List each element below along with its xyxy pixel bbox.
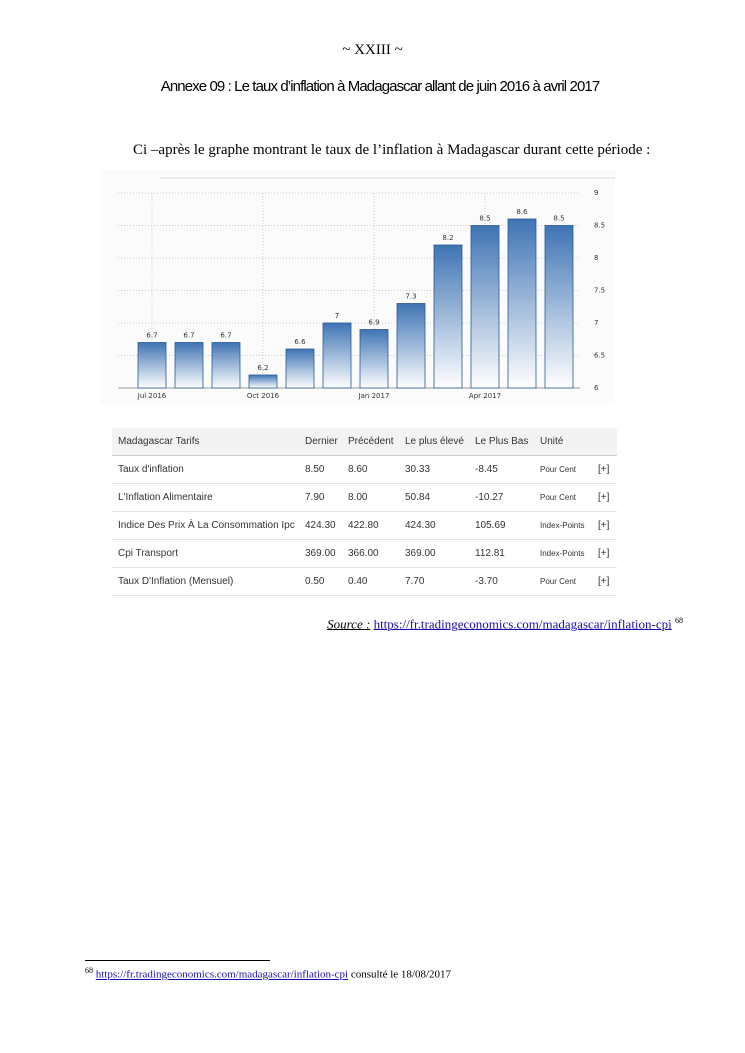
table-cell: 8.00 <box>348 492 368 503</box>
table-cell: Taux D'Inflation (Mensuel) <box>118 576 234 587</box>
data-label: 6.9 <box>368 319 379 327</box>
bar <box>211 342 241 389</box>
table-row: Taux D'Inflation (Mensuel) 0.50 0.40 7.70 -3… <box>112 568 617 596</box>
table-cell: 369.00 <box>305 548 336 559</box>
table-cell: Taux d'inflation <box>118 464 184 475</box>
footnote: 68 https://fr.tradingeconomics.com/madag… <box>85 966 451 981</box>
bar <box>248 374 278 389</box>
column-header: Unité <box>540 436 564 447</box>
y-tick-label: 6.5 <box>594 352 605 360</box>
y-tick-label: 7.5 <box>594 287 605 295</box>
table-cell: 105.69 <box>475 520 506 531</box>
table-cell: 0.50 <box>305 576 325 587</box>
table-cell: -8.45 <box>475 464 498 475</box>
data-table: Madagascar Tarifs Dernier Précédent Le plus… <box>112 428 617 596</box>
y-tick-label: 9 <box>594 189 598 197</box>
page-header: ~ XXIII ~ <box>342 42 403 58</box>
chart: 6 6.5 7 7.5 8 8.5 9 Jul 2016 Oct 2016 Jan 2017 Apr… <box>100 170 615 405</box>
footnote-number: 68 <box>85 966 93 975</box>
source-label: Source : <box>327 616 371 632</box>
table-cell: 8.60 <box>348 464 368 475</box>
bar <box>322 322 352 389</box>
bar <box>137 342 167 389</box>
x-tick-label: Jul 2016 <box>137 392 167 400</box>
data-label: 8.2 <box>442 234 453 242</box>
y-tick-label: 6 <box>594 384 599 392</box>
data-label: 6.7 <box>183 332 194 340</box>
table-row: L'Inflation Alimentaire 7.90 8.00 50.84 -10.… <box>112 484 617 512</box>
table-cell: 369.00 <box>405 548 436 559</box>
x-tick-label: Oct 2016 <box>247 392 280 400</box>
bar <box>544 225 574 389</box>
y-tick-label: 8 <box>594 254 598 262</box>
table-cell: 8.50 <box>305 464 325 475</box>
table-cell: 424.30 <box>405 520 436 531</box>
table-row: Indice Des Prix À La Consommation Ipc 424… <box>112 512 617 540</box>
intro-text: Ci –après le graphe montrant le taux de … <box>133 142 651 158</box>
table-header-row: Madagascar Tarifs Dernier Précédent Le plus… <box>112 428 617 456</box>
data-label: 6.7 <box>146 332 157 340</box>
table-cell: 7.70 <box>405 576 425 587</box>
table-cell: 366.00 <box>348 548 379 559</box>
bar <box>396 303 426 389</box>
table-cell: 424.30 <box>305 520 336 531</box>
table-cell: Pour Cent <box>540 465 577 474</box>
column-header: Le plus élevé <box>405 436 464 447</box>
table-cell: -10.27 <box>475 492 504 503</box>
data-label: 6.6 <box>294 338 306 346</box>
bar <box>470 225 500 389</box>
bar <box>174 342 204 389</box>
column-header: Madagascar Tarifs <box>118 436 200 447</box>
data-label: 7 <box>335 312 339 320</box>
bar <box>285 348 315 389</box>
footnote-text: consulté le 18/08/2017 <box>348 968 452 981</box>
expand-button[interactable]: [+] <box>598 492 610 503</box>
table-row: Taux d'inflation 8.50 8.60 30.33 -8.45 Pour C… <box>112 456 617 484</box>
bar <box>433 244 463 389</box>
data-label: 8.6 <box>516 208 528 216</box>
data-label: 6.2 <box>257 364 268 372</box>
bar <box>507 218 537 389</box>
y-tick-label: 8.5 <box>594 222 605 230</box>
table-cell: 112.81 <box>475 548 505 559</box>
expand-button[interactable]: [+] <box>598 548 610 559</box>
table-cell: -3.70 <box>475 576 498 587</box>
table-cell: L'Inflation Alimentaire <box>118 492 213 503</box>
x-tick-label: Apr 2017 <box>469 392 501 400</box>
table-cell: Cpi Transport <box>118 548 179 559</box>
table-cell: Pour Cent <box>540 493 577 502</box>
table-cell: Indice Des Prix À La Consommation Ipc <box>118 520 295 531</box>
column-header: Dernier <box>305 436 338 447</box>
expand-button[interactable]: [+] <box>598 520 610 531</box>
table-cell: 7.90 <box>305 492 325 503</box>
bar <box>359 329 389 389</box>
footnote-rule <box>85 960 270 961</box>
table-cell: 0.40 <box>348 576 368 587</box>
table-cell: 50.84 <box>405 492 431 503</box>
table-cell: Pour Cent <box>540 577 577 586</box>
column-header: Précédent <box>348 436 394 447</box>
table-cell: Index-Points <box>540 521 585 530</box>
source-link[interactable]: https://fr.tradingeconomics.com/madagasc… <box>373 616 672 632</box>
expand-button[interactable]: [+] <box>598 464 610 475</box>
data-label: 6.7 <box>220 332 231 340</box>
data-label: 8.5 <box>553 215 564 223</box>
source-line: Source : https://fr.tradingeconomics.com… <box>327 616 683 632</box>
table-cell: 30.33 <box>405 464 431 475</box>
table-cell: Index-Points <box>540 549 585 558</box>
footnote-link[interactable]: https://fr.tradingeconomics.com/madagasc… <box>95 968 349 981</box>
data-label: 8.5 <box>479 215 490 223</box>
table-row: Cpi Transport 369.00 366.00 369.00 112.81 Ind… <box>112 540 617 568</box>
annex-title: Annexe 09 : Le taux d’inflation à Madaga… <box>160 78 600 95</box>
footnote-ref: 68 <box>675 616 683 625</box>
x-tick-label: Jan 2017 <box>358 392 390 400</box>
column-header: Le Plus Bas <box>475 436 529 447</box>
y-tick-label: 7 <box>594 319 598 327</box>
expand-button[interactable]: [+] <box>598 576 610 587</box>
table-cell: 422.80 <box>348 520 379 531</box>
data-label: 7.3 <box>405 293 416 301</box>
